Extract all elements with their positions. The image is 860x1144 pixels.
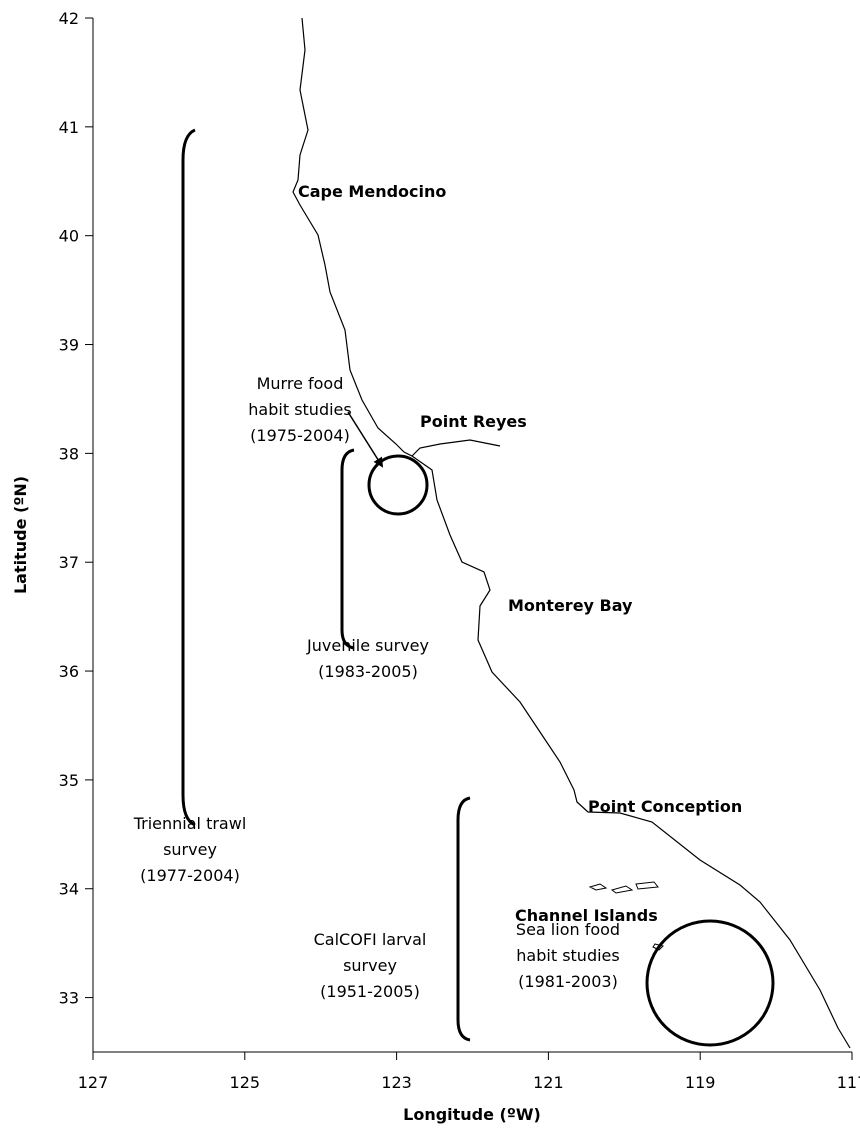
survey-label: habit studies [516, 946, 619, 965]
survey-label: (1983-2005) [318, 662, 418, 681]
study-area [645, 919, 775, 1047]
survey-label: Murre food [257, 374, 344, 393]
y-tick-label: 42 [59, 9, 79, 28]
survey-label: survey [343, 956, 397, 975]
place-label: Channel Islands [515, 906, 658, 925]
survey-label: (1951-2005) [320, 982, 420, 1001]
x-tick-label: 127 [78, 1073, 109, 1092]
island [588, 881, 664, 951]
place-label: Monterey Bay [508, 596, 633, 615]
y-tick-label: 38 [59, 444, 79, 463]
survey-label: Sea lion food [516, 920, 620, 939]
y-tick-label: 35 [59, 771, 79, 790]
y-tick-label: 34 [59, 880, 79, 899]
x-tick-label: 117 [837, 1073, 860, 1092]
survey-label: Juvenile survey [306, 636, 429, 655]
x-axis-label: Longitude (ºW) [403, 1105, 541, 1124]
study-area [367, 454, 429, 516]
survey-label: survey [163, 840, 217, 859]
y-tick-label: 37 [59, 553, 79, 572]
survey-label: habit studies [248, 400, 351, 419]
bracket [340, 448, 355, 650]
y-tick-label: 39 [59, 336, 79, 355]
bracket [456, 796, 471, 1042]
y-axis-label: Latitude (ºN) [11, 476, 30, 594]
survey-label: (1977-2004) [140, 866, 240, 885]
place-label: Point Conception [588, 797, 742, 816]
survey-label: Triennial trawl [133, 814, 247, 833]
x-tick-label: 119 [685, 1073, 716, 1092]
survey-label: CalCOFI larval [314, 930, 427, 949]
x-tick-label: 121 [533, 1073, 564, 1092]
x-tick-label: 125 [230, 1073, 261, 1092]
y-tick-label: 40 [59, 227, 79, 246]
survey-label: (1975-2004) [250, 426, 350, 445]
place-label: Cape Mendocino [298, 182, 446, 201]
y-tick-label: 41 [59, 118, 79, 137]
x-tick-label: 123 [381, 1073, 412, 1092]
place-label: Point Reyes [420, 412, 527, 431]
bracket [181, 128, 196, 827]
y-tick-label: 33 [59, 989, 79, 1008]
arrow [347, 411, 384, 468]
coastline [292, 17, 851, 1049]
y-tick-label: 36 [59, 662, 79, 681]
survey-label: (1981-2003) [518, 972, 618, 991]
